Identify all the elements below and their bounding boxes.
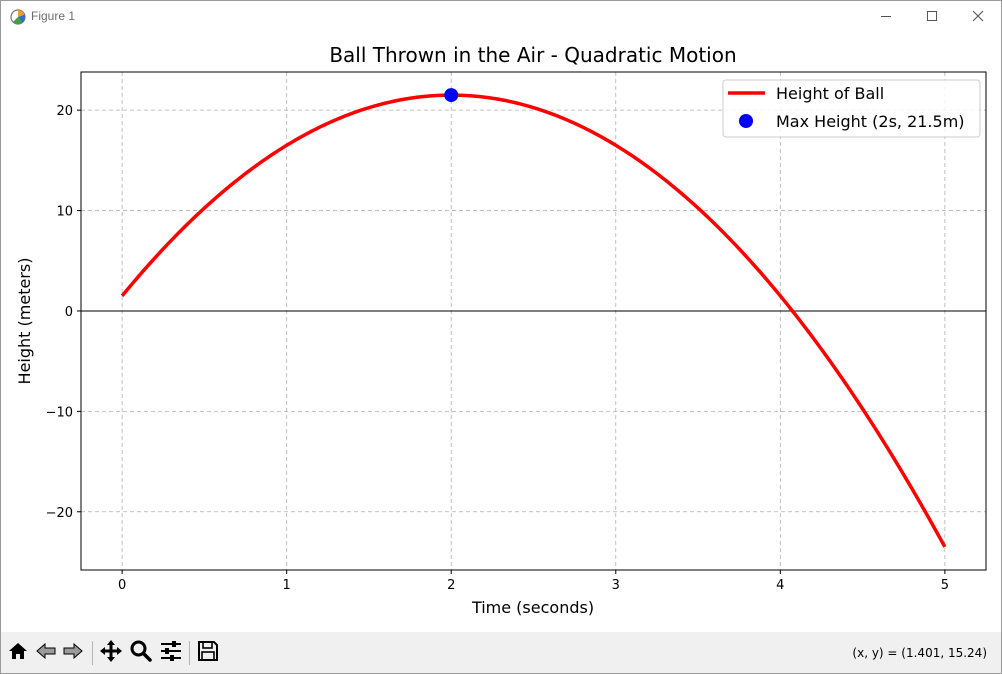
- close-button[interactable]: [955, 1, 1001, 32]
- y-tick-label: 20: [56, 104, 73, 119]
- window-title: Figure 1: [31, 9, 76, 23]
- toolbar-separator: [92, 641, 93, 665]
- legend[interactable]: Height of Ball Max Height (2s, 21.5m): [722, 79, 981, 138]
- figure-canvas[interactable]: 0 1 2 3 4 5 −20 −10 0 10 20 Ball Thrown in the Air…: [1, 32, 1001, 632]
- zoom-button[interactable]: [128, 640, 154, 666]
- forward-button[interactable]: [60, 640, 86, 666]
- y-tick-label: 0: [65, 305, 73, 320]
- legend-marker-swatch: [739, 114, 753, 128]
- cursor-coordinates: (x, y) = (1.401, 15.24): [852, 646, 987, 660]
- pan-button[interactable]: [98, 640, 124, 666]
- minimize-icon: [880, 7, 892, 26]
- max-height-marker: [444, 88, 459, 103]
- x-tick-label: 5: [941, 578, 949, 593]
- y-tick-label: −20: [46, 506, 73, 521]
- y-tick-label: 10: [56, 205, 73, 220]
- maximize-icon: [926, 7, 938, 26]
- chart-title: Ball Thrown in the Air - Quadratic Motio…: [329, 43, 736, 67]
- legend-label-height: Height of Ball: [776, 84, 884, 103]
- pan-icon: [99, 639, 123, 667]
- legend-box: [722, 79, 981, 138]
- x-tick-label: 2: [447, 578, 455, 593]
- back-button[interactable]: [33, 640, 59, 666]
- save-button[interactable]: [195, 640, 221, 666]
- axes-frame: [80, 71, 987, 571]
- configure-subplots-button[interactable]: [158, 640, 184, 666]
- back-arrow-icon: [35, 640, 57, 666]
- title-bar[interactable]: Figure 1: [1, 1, 1001, 32]
- y-axis-label: Height (meters): [15, 258, 34, 385]
- maximize-button[interactable]: [909, 1, 955, 32]
- tick-marks: 0 1 2 3 4 5 −20 −10 0 10 20: [46, 104, 949, 593]
- x-tick-label: 3: [612, 578, 620, 593]
- plot-svg[interactable]: 0 1 2 3 4 5 −20 −10 0 10 20 Ball Thrown in the Air…: [1, 32, 1001, 632]
- home-button[interactable]: [5, 640, 31, 666]
- grid-lines: [81, 72, 986, 570]
- save-icon: [197, 640, 219, 666]
- navigation-toolbar: (x, y) = (1.401, 15.24): [1, 632, 1001, 673]
- close-icon: [972, 7, 984, 26]
- x-tick-label: 1: [283, 578, 291, 593]
- x-axis-label: Time (seconds): [471, 598, 594, 617]
- forward-arrow-icon: [62, 640, 84, 666]
- y-tick-label: −10: [46, 405, 73, 420]
- x-tick-label: 4: [776, 578, 784, 593]
- legend-label-max: Max Height (2s, 21.5m): [776, 112, 965, 131]
- matplotlib-figure-icon: [9, 8, 27, 26]
- home-icon: [7, 640, 29, 666]
- toolbar-separator: [189, 641, 190, 665]
- x-tick-label: 0: [118, 578, 126, 593]
- height-of-ball-line: [120, 93, 947, 548]
- minimize-button[interactable]: [863, 1, 909, 32]
- configure-subplots-icon: [159, 639, 183, 667]
- zoom-icon: [129, 639, 153, 667]
